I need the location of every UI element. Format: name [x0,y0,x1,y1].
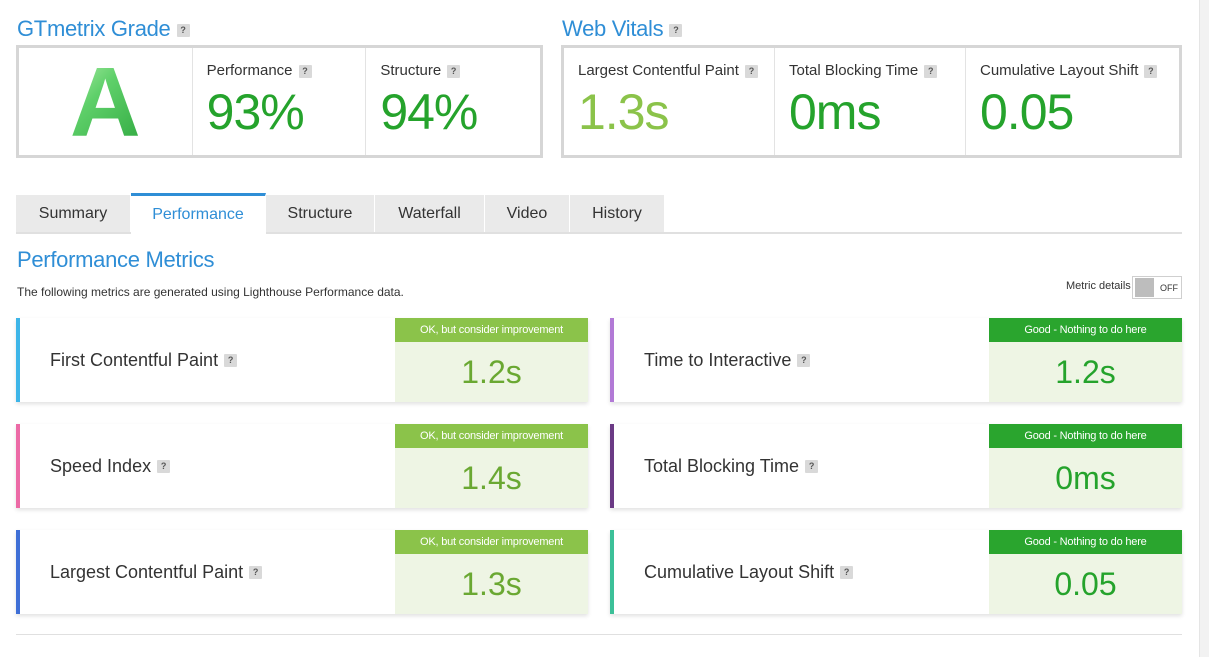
metric-name: First Contentful Paint [50,349,219,370]
help-icon[interactable]: ? [840,565,854,579]
metric-name: Time to Interactive [644,349,792,370]
help-icon[interactable]: ? [157,459,171,473]
performance-metrics-title: Performance Metrics [17,247,215,272]
metric-value: 0.05 [1054,565,1117,602]
vital-label: Largest Contentful Paint [578,62,739,79]
tab-summary[interactable]: Summary [16,195,131,232]
performance-label: Performance [206,62,293,79]
status-badge: OK, but consider improvement [395,530,588,554]
help-icon[interactable]: ? [249,565,263,579]
help-icon[interactable]: ? [176,23,190,37]
metric-name: Cumulative Layout Shift [644,561,835,582]
gtmetrix-grade-title: GTmetrix Grade? [17,16,190,42]
help-icon[interactable]: ? [1144,64,1158,78]
web-vitals-title: Web Vitals? [562,16,683,42]
metric-status: OK, but consider improvement 1.2s [395,318,588,402]
metric-card-time-to-interactive: Time to Interactive? Good - Nothing to d… [610,318,1182,402]
metric-value: 1.2s [461,353,522,390]
metric-value: 0ms [1055,459,1116,496]
metric-value: 1.4s [461,459,522,496]
structure-value: 94% [380,84,478,140]
vital-tbt: Total Blocking Time? 0ms [775,48,966,155]
vital-value: 0ms [789,84,881,140]
help-icon[interactable]: ? [298,64,312,78]
vital-label: Total Blocking Time [789,62,919,79]
vital-value: 1.3s [578,84,670,140]
grade-box: A Performance? 93% Structure? 94% [16,45,543,158]
structure-score: Structure? 94% [366,48,540,155]
toggle-knob [1135,278,1154,297]
grade-letter-cell: A [19,48,193,155]
metric-card-cumulative-layout-shift: Cumulative Layout Shift? Good - Nothing … [610,530,1182,614]
tab-video[interactable]: Video [485,195,570,232]
structure-label: Structure [380,62,442,79]
divider [16,634,1182,635]
help-icon[interactable]: ? [924,64,938,78]
vital-cls: Cumulative Layout Shift? 0.05 [966,48,1179,155]
help-icon[interactable]: ? [805,459,819,473]
help-icon[interactable]: ? [224,353,238,367]
help-icon[interactable]: ? [744,64,758,78]
metric-status: OK, but consider improvement 1.3s [395,530,588,614]
report-tabs: Summary Performance Structure Waterfall … [16,193,1182,234]
metric-name: Largest Contentful Paint [50,561,244,582]
help-icon[interactable]: ? [669,23,683,37]
status-badge: Good - Nothing to do here [989,530,1182,554]
metric-name: Total Blocking Time [644,455,800,476]
metric-value: 1.3s [461,565,522,602]
status-badge: Good - Nothing to do here [989,424,1182,448]
metric-details-label: Metric details [1066,280,1131,292]
metric-card-speed-index: Speed Index? OK, but consider improvemen… [16,424,588,508]
performance-score: Performance? 93% [193,48,367,155]
web-vitals-box: Largest Contentful Paint? 1.3s Total Blo… [561,45,1182,158]
tab-history[interactable]: History [570,195,665,232]
tab-structure[interactable]: Structure [266,195,375,232]
help-icon[interactable]: ? [447,64,461,78]
tab-waterfall[interactable]: Waterfall [375,195,485,232]
metric-status: Good - Nothing to do here 0.05 [989,530,1182,614]
grade-letter: A [69,46,141,157]
metric-value: 1.2s [1055,353,1116,390]
toggle-state: OFF [1160,282,1178,293]
metric-status: Good - Nothing to do here 0ms [989,424,1182,508]
metric-card-total-blocking-time: Total Blocking Time? Good - Nothing to d… [610,424,1182,508]
page-scrollbar[interactable] [1199,0,1209,657]
tab-performance[interactable]: Performance [131,193,266,234]
help-icon[interactable]: ? [797,353,811,367]
vital-label: Cumulative Layout Shift [980,62,1139,79]
performance-value: 93% [206,84,305,140]
status-badge: Good - Nothing to do here [989,318,1182,342]
vital-value: 0.05 [980,84,1074,140]
performance-metrics-description: The following metrics are generated usin… [17,285,404,299]
metric-name: Speed Index [50,455,152,476]
vital-lcp: Largest Contentful Paint? 1.3s [564,48,775,155]
metric-status: Good - Nothing to do here 1.2s [989,318,1182,402]
metric-card-largest-contentful-paint: Largest Contentful Paint? OK, but consid… [16,530,588,614]
status-badge: OK, but consider improvement [395,318,588,342]
status-badge: OK, but consider improvement [395,424,588,448]
metric-card-first-contentful-paint: First Contentful Paint? OK, but consider… [16,318,588,402]
metric-status: OK, but consider improvement 1.4s [395,424,588,508]
metric-details-toggle[interactable]: OFF [1132,276,1182,299]
